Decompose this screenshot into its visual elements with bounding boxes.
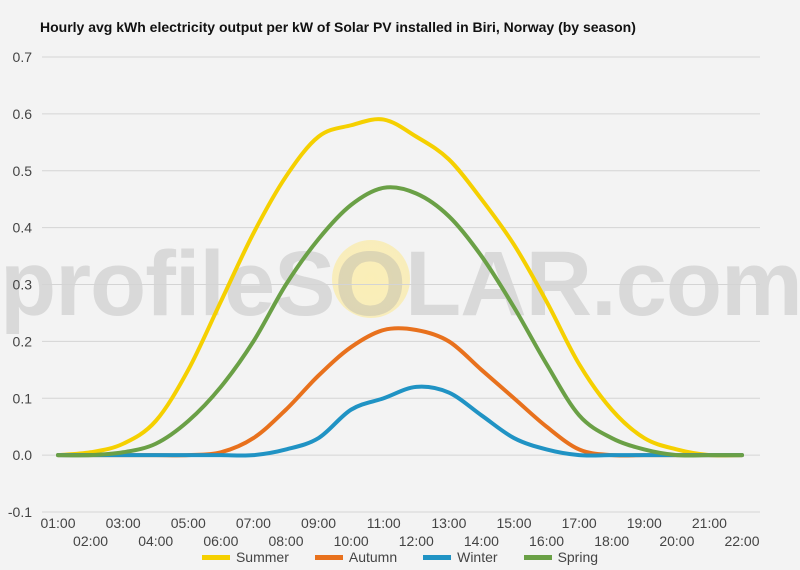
legend-label: Winter xyxy=(457,549,498,565)
legend-label: Spring xyxy=(557,549,599,565)
x-tick-label: 11:00 xyxy=(367,515,401,531)
x-tick-label: 14:00 xyxy=(464,533,499,549)
x-tick-label: 07:00 xyxy=(236,515,271,531)
x-tick-label: 16:00 xyxy=(529,533,564,549)
series-line-winter xyxy=(56,384,744,458)
x-tick-label: 08:00 xyxy=(268,533,303,549)
legend-swatch xyxy=(314,554,343,560)
y-axis-ticks: 0.7 0.6 0.5 0.4 0.3 0.2 0.1 0.0 -0.1 xyxy=(8,49,32,520)
legend-item-winter[interactable]: Winter xyxy=(423,549,498,565)
x-tick-label: 03:00 xyxy=(106,515,141,531)
series-line-summer xyxy=(56,117,744,458)
y-tick-label: -0.1 xyxy=(8,504,32,520)
x-tick-label: 04:00 xyxy=(138,533,173,549)
x-tick-label: 15:00 xyxy=(496,515,531,531)
chart-title: Hourly avg kWh electricity output per kW… xyxy=(40,19,636,35)
legend-item-autumn[interactable]: Autumn xyxy=(314,549,398,565)
x-tick-label: 22:00 xyxy=(724,533,759,549)
x-tick-label: 09:00 xyxy=(301,515,336,531)
grid-layer xyxy=(42,56,760,513)
y-tick-label: 0.3 xyxy=(13,277,33,293)
legend-label: Summer xyxy=(235,549,289,565)
y-tick-label: 0.0 xyxy=(13,447,33,463)
series-layer xyxy=(56,117,744,458)
x-tick-label: 21:00 xyxy=(692,515,727,531)
x-tick-label: 02:00 xyxy=(73,533,108,549)
x-tick-label: 12:00 xyxy=(399,533,434,549)
y-tick-label: 0.1 xyxy=(13,390,33,406)
y-tick-label: 0.2 xyxy=(13,333,33,349)
x-tick-label: 13:00 xyxy=(431,515,466,531)
legend-swatch xyxy=(523,554,552,560)
y-tick-label: 0.6 xyxy=(13,106,33,122)
legend-swatch xyxy=(423,554,452,560)
x-axis-ticks: 01:00 02:00 03:00 04:00 05:00 06:00 07:00 08:00… xyxy=(40,515,759,549)
x-tick-label: 17:00 xyxy=(562,515,597,531)
legend-label: Autumn xyxy=(348,549,398,565)
y-tick-label: 0.7 xyxy=(13,49,33,65)
legend: Summer Autumn Winter Spring xyxy=(0,549,800,565)
y-tick-label: 0.5 xyxy=(13,163,33,179)
x-tick-label: 06:00 xyxy=(203,533,238,549)
x-tick-label: 05:00 xyxy=(171,515,206,531)
y-tick-label: 0.4 xyxy=(13,220,33,236)
legend-item-summer[interactable]: Summer xyxy=(201,549,289,565)
x-tick-label: 10:00 xyxy=(334,533,369,549)
x-tick-label: 19:00 xyxy=(627,515,662,531)
legend-item-spring[interactable]: Spring xyxy=(523,549,599,565)
legend-swatch xyxy=(201,554,230,560)
x-tick-label: 01:00 xyxy=(40,515,75,531)
x-tick-label: 18:00 xyxy=(594,533,629,549)
series-line-spring xyxy=(56,185,744,458)
x-tick-label: 20:00 xyxy=(659,533,694,549)
